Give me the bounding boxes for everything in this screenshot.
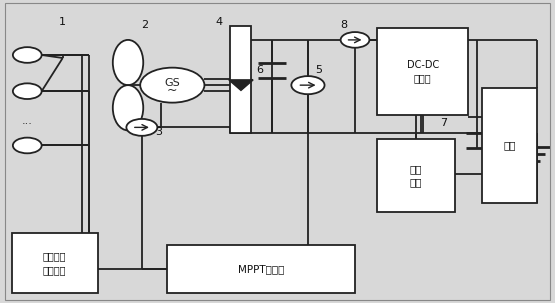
Text: ~: ~ [167,84,178,97]
Text: 8: 8 [340,20,347,30]
Circle shape [13,138,42,153]
Bar [377,139,455,212]
Ellipse shape [113,40,143,85]
Text: 负载: 负载 [503,141,516,151]
Text: 7: 7 [440,118,447,128]
Bar [167,245,355,293]
Text: GS: GS [164,78,180,88]
Text: 4: 4 [216,17,223,27]
Text: ...: ... [22,116,33,126]
Polygon shape [229,80,253,90]
Bar [230,26,251,133]
Text: 3: 3 [155,127,162,137]
Text: 5: 5 [316,65,322,75]
Text: 2: 2 [141,20,148,30]
Circle shape [140,68,204,103]
Circle shape [341,32,370,48]
Circle shape [291,76,325,94]
Text: 6: 6 [256,65,263,75]
Bar [12,233,98,293]
Text: 驱动
模块: 驱动 模块 [410,164,422,187]
Bar [482,88,537,203]
Circle shape [13,83,42,99]
Circle shape [13,47,42,63]
Text: MPPT控制器: MPPT控制器 [238,264,284,274]
Text: 1: 1 [59,17,66,27]
Text: 风速数据
存储系统: 风速数据 存储系统 [43,251,67,275]
Circle shape [127,119,158,136]
Bar [377,28,468,115]
Text: DC-DC
变换器: DC-DC 变换器 [407,60,439,83]
Ellipse shape [113,85,143,130]
